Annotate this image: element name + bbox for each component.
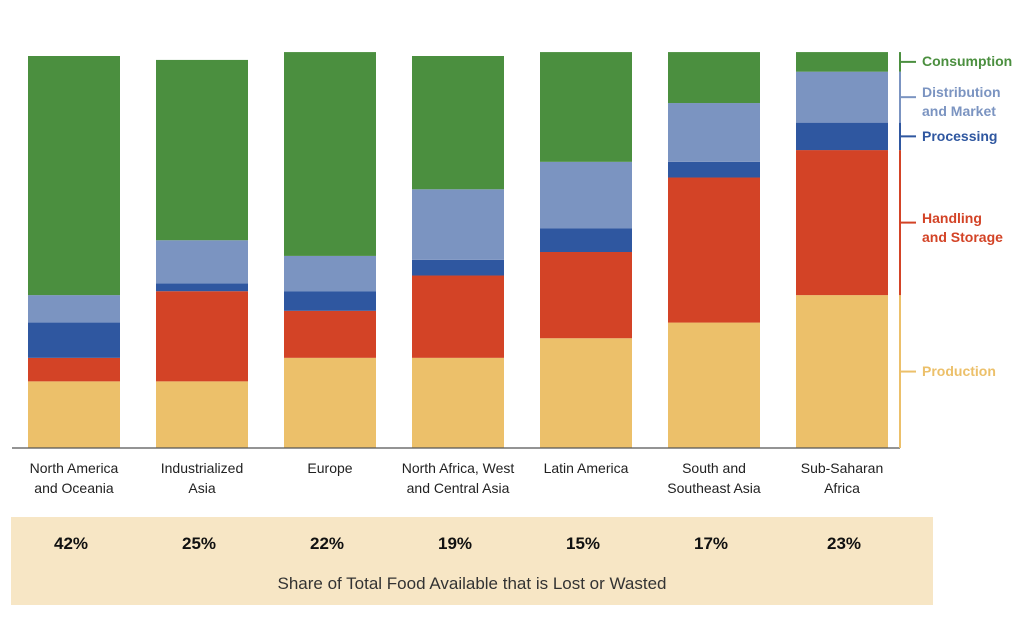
share-value: 22% <box>309 534 345 553</box>
bar-segment-consumption-1 <box>156 59 248 241</box>
bar-segment-handling-and-storage-2 <box>284 310 376 358</box>
category-label: Latin America <box>543 460 629 476</box>
share-panel: 42% 25% 22% 19% 15% 17% 23% Share of Total Foo… <box>11 517 933 605</box>
category-label: North America and Oceania <box>29 460 119 496</box>
bar-segment-production-2 <box>284 357 376 448</box>
bar-segment-processing-6 <box>796 122 888 151</box>
share-value: 15% <box>565 534 601 553</box>
share-value: 42% <box>53 534 89 553</box>
share-value: 23% <box>826 534 862 553</box>
category-label: Industrialized Asia <box>160 460 244 496</box>
legend-label-consumption: Consumption <box>922 53 1013 70</box>
bar-segment-consumption-4 <box>540 52 632 162</box>
legend-label-production: Production <box>922 363 996 380</box>
category-label: North Africa, West and Central Asia <box>401 460 515 496</box>
share-value: 19% <box>437 534 473 553</box>
bar-segment-distribution-and-market-6 <box>796 71 888 123</box>
category-label: Europe <box>307 460 353 476</box>
bar-segment-handling-and-storage-5 <box>668 177 760 323</box>
bar-segment-processing-0 <box>28 322 120 358</box>
bar-segment-distribution-and-market-0 <box>28 295 120 323</box>
bar-segment-distribution-and-market-5 <box>668 103 760 162</box>
bar-segment-processing-1 <box>156 283 248 292</box>
legend-label-processing: Processing <box>922 127 998 144</box>
stacked-bar-chart <box>12 52 916 449</box>
bar-segment-processing-5 <box>668 161 760 178</box>
bar-segment-production-1 <box>156 381 248 448</box>
bar-segment-handling-and-storage-3 <box>412 275 504 358</box>
bar-segment-consumption-0 <box>28 56 120 296</box>
bar-segment-production-5 <box>668 322 760 448</box>
legend-label-handling-and-storage: Handling and Storage <box>922 209 1003 245</box>
bar-segment-processing-3 <box>412 259 504 276</box>
bar-segment-production-6 <box>796 295 888 448</box>
bar-segment-processing-4 <box>540 228 632 252</box>
category-label: Sub-Saharan Africa <box>800 460 884 496</box>
bar-segment-distribution-and-market-3 <box>412 189 504 260</box>
bar-segment-production-4 <box>540 338 632 448</box>
share-value: 17% <box>693 534 729 553</box>
bar-segment-production-3 <box>412 357 504 448</box>
bar-segment-production-0 <box>28 381 120 448</box>
share-caption: Share of Total Food Available that is Lo… <box>277 574 667 593</box>
bar-segment-consumption-2 <box>284 52 376 256</box>
legend-label-distribution-and-market: Distribution and Market <box>922 84 1001 120</box>
bar-segment-distribution-and-market-2 <box>284 255 376 292</box>
bar-segment-handling-and-storage-0 <box>28 357 120 382</box>
category-label: South and Southeast Asia <box>667 460 761 496</box>
bar-segment-consumption-6 <box>796 52 888 72</box>
bar-segment-distribution-and-market-1 <box>156 240 248 284</box>
bar-segment-processing-2 <box>284 291 376 311</box>
bar-segment-handling-and-storage-6 <box>796 150 888 296</box>
share-value: 25% <box>181 534 217 553</box>
bar-segment-handling-and-storage-1 <box>156 291 248 382</box>
bar-segment-consumption-5 <box>668 52 760 104</box>
bar-segment-handling-and-storage-4 <box>540 252 632 339</box>
bar-segment-consumption-3 <box>412 56 504 190</box>
bar-segment-distribution-and-market-4 <box>540 161 632 229</box>
